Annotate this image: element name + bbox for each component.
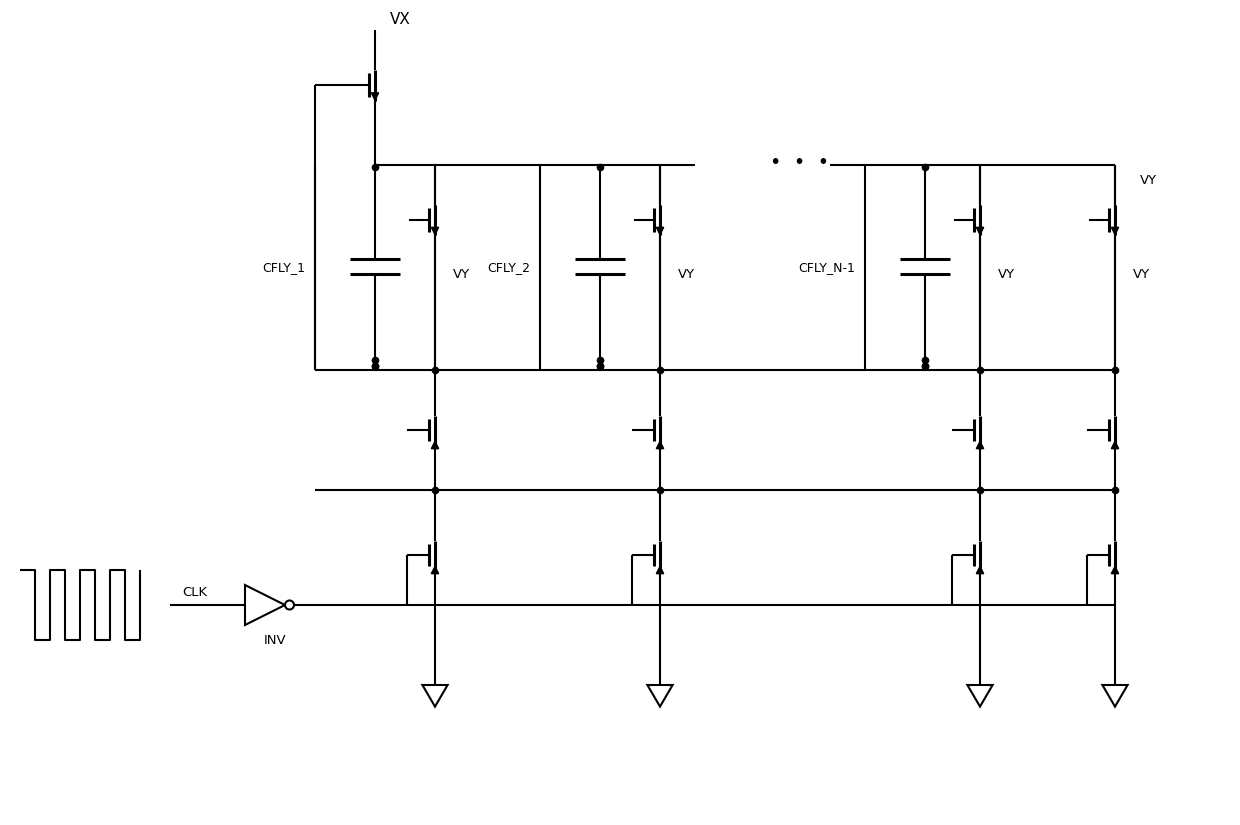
Text: CLK: CLK bbox=[182, 586, 207, 598]
Text: VY: VY bbox=[453, 268, 470, 281]
Text: VX: VX bbox=[391, 12, 410, 27]
Text: •  •  •: • • • bbox=[770, 153, 830, 172]
Text: VY: VY bbox=[1133, 268, 1151, 281]
Text: VY: VY bbox=[1140, 173, 1157, 186]
Text: CFLY_1: CFLY_1 bbox=[262, 261, 305, 274]
Text: VY: VY bbox=[678, 268, 696, 281]
Text: CFLY_2: CFLY_2 bbox=[487, 261, 529, 274]
Text: VY: VY bbox=[998, 268, 1016, 281]
Text: CFLY_N-1: CFLY_N-1 bbox=[799, 261, 856, 274]
Text: INV: INV bbox=[264, 634, 286, 647]
